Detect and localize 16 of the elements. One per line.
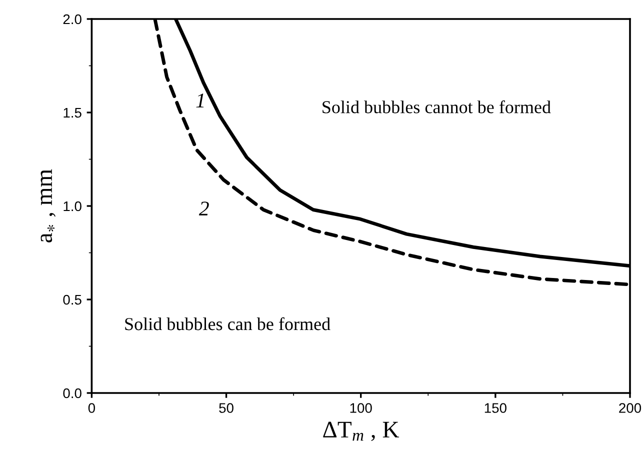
x-tick-label: 0	[88, 403, 96, 413]
series-label: 1	[196, 94, 204, 108]
x-tick-label: 150	[484, 403, 506, 413]
y-tick-label: 1.0	[64, 201, 82, 212]
x-tick-label: 50	[219, 403, 234, 413]
y-tick-label: 0.0	[63, 388, 82, 398]
x-tick-label: 200	[619, 403, 642, 413]
series-label: 2	[198, 202, 209, 216]
y-axis-title: a$_{∗}$ , mm	[40, 169, 56, 242]
annotation: Solid bubbles can be formed	[125, 317, 330, 330]
x-axis-title: ΔT$_{m}$ , K	[323, 422, 400, 442]
annotation: Solid bubbles cannot be formed	[322, 100, 551, 114]
y-tick-label: 2.0	[63, 14, 82, 24]
x-tick-label: 100	[350, 403, 372, 413]
y-tick-label: 0.5	[63, 294, 82, 305]
y-tick-label: 1.5	[64, 108, 82, 118]
